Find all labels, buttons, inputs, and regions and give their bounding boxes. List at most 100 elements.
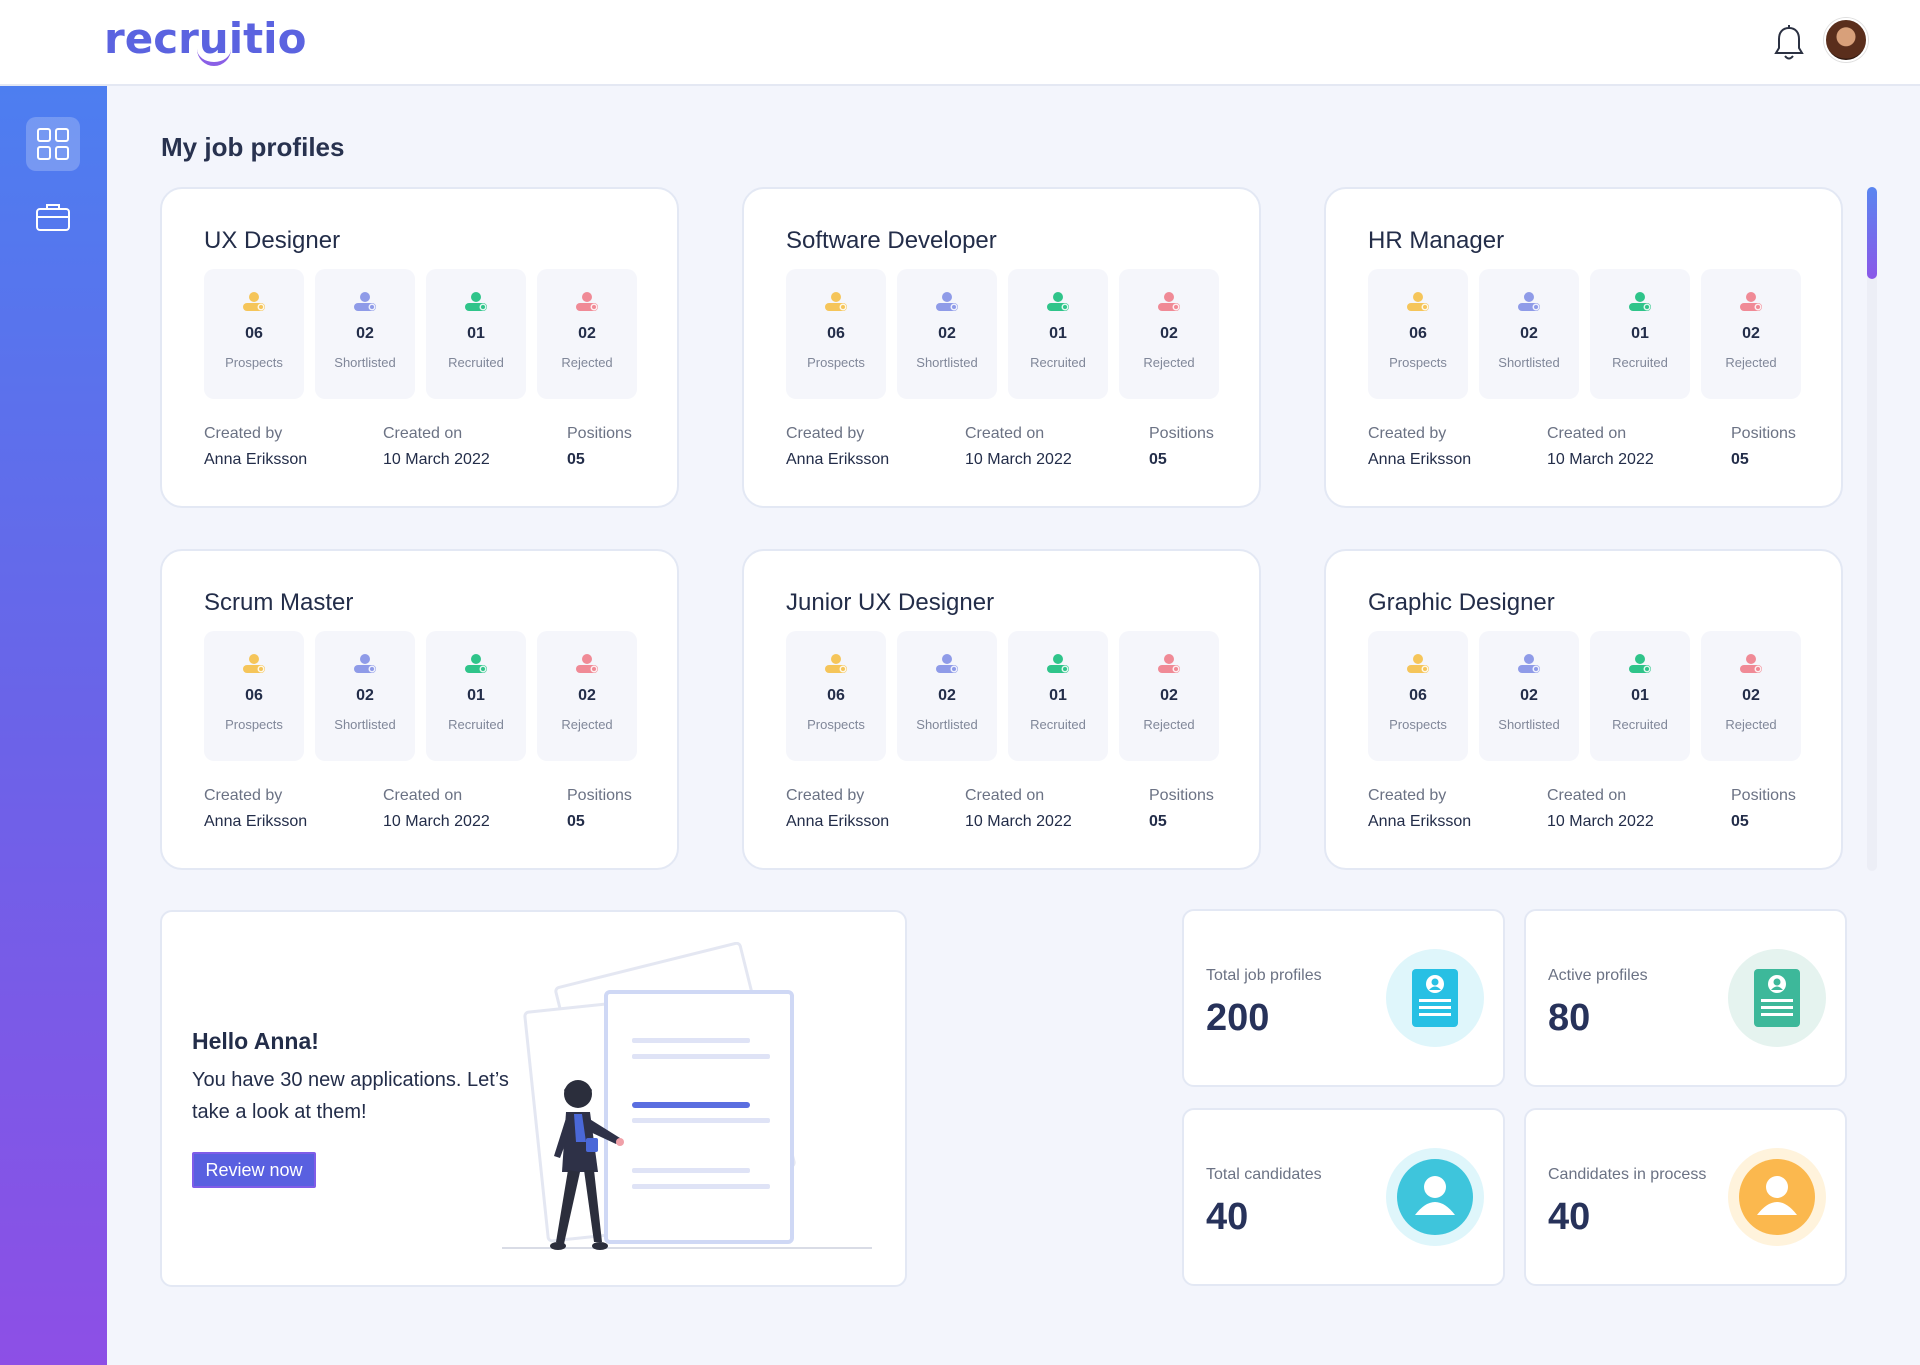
- kpi-card[interactable]: Total job profiles 200: [1182, 909, 1505, 1087]
- stat-rejected[interactable]: 02 Rejected: [1119, 631, 1219, 761]
- stat-prospects[interactable]: 06 Prospects: [1368, 269, 1468, 399]
- scrollbar-thumb[interactable]: [1867, 187, 1877, 279]
- stat-prospects[interactable]: 06 Prospects: [1368, 631, 1468, 761]
- candidate-process-icon: [1728, 1148, 1826, 1246]
- stat-label: Prospects: [1389, 355, 1447, 370]
- stat-label: Shortlisted: [916, 355, 978, 370]
- stat-value: 02: [938, 325, 956, 342]
- stat-label: Prospects: [807, 717, 865, 732]
- stat-rejected[interactable]: 02 Rejected: [537, 269, 637, 399]
- job-title[interactable]: UX Designer: [204, 227, 341, 254]
- stat-label: Shortlisted: [1498, 717, 1560, 732]
- stat-label: Recruited: [448, 355, 504, 370]
- job-card[interactable]: UX Designer 06 Prospects 02 Shortlisted 01 Rec…: [160, 187, 679, 508]
- positions-label: Positions: [1731, 425, 1796, 442]
- created-by-label: Created by: [786, 425, 865, 442]
- sidebar: [0, 86, 107, 1365]
- job-title[interactable]: Junior UX Designer: [786, 589, 995, 616]
- stat-label: Rejected: [561, 355, 613, 370]
- stat-label: Rejected: [1725, 355, 1777, 370]
- kpi-label: Active profiles: [1548, 967, 1648, 984]
- stat-recruited[interactable]: 01 Recruited: [1008, 631, 1108, 761]
- stat-recruited[interactable]: 01 Recruited: [1008, 269, 1108, 399]
- document-review-illustration: [502, 941, 902, 1277]
- kpi-card[interactable]: Candidates in process 40: [1524, 1108, 1847, 1286]
- job-stats: 06 Prospects 02 Shortlisted 01 Recruited 02 Rej…: [786, 269, 1219, 399]
- stat-recruited[interactable]: 01 Recruited: [426, 631, 526, 761]
- job-title[interactable]: Software Developer: [786, 227, 997, 254]
- stat-shortlisted[interactable]: 02 Shortlisted: [897, 631, 997, 761]
- stat-recruited[interactable]: 01 Recruited: [426, 269, 526, 399]
- job-stats: 06 Prospects 02 Shortlisted 01 Recruited 02 Rej…: [1368, 269, 1801, 399]
- stat-rejected[interactable]: 02 Rejected: [537, 631, 637, 761]
- stat-value: 01: [1631, 687, 1649, 704]
- positions-value: 05: [1149, 813, 1167, 830]
- stat-label: Rejected: [1725, 717, 1777, 732]
- stat-shortlisted[interactable]: 02 Shortlisted: [1479, 631, 1579, 761]
- stat-value: 01: [1631, 325, 1649, 342]
- briefcase-icon[interactable]: [26, 190, 80, 244]
- stat-prospects[interactable]: 06 Prospects: [786, 269, 886, 399]
- stat-value: 02: [1160, 687, 1178, 704]
- positions-value: 05: [1149, 451, 1167, 468]
- stat-label: Prospects: [225, 717, 283, 732]
- stat-value: 02: [1742, 325, 1760, 342]
- stat-prospects[interactable]: 06 Prospects: [204, 269, 304, 399]
- stat-rejected[interactable]: 02 Rejected: [1701, 269, 1801, 399]
- stat-rejected[interactable]: 02 Rejected: [1701, 631, 1801, 761]
- stat-recruited[interactable]: 01 Recruited: [1590, 631, 1690, 761]
- positions-label: Positions: [1149, 787, 1214, 804]
- review-now-button[interactable]: Review now: [192, 1152, 316, 1188]
- stat-value: 02: [578, 325, 596, 342]
- created-by-label: Created by: [204, 425, 283, 442]
- created-on-label: Created on: [1547, 425, 1627, 442]
- stat-recruited[interactable]: 01 Recruited: [1590, 269, 1690, 399]
- created-by-value: Anna Eriksson: [204, 813, 308, 830]
- created-by-label: Created by: [1368, 425, 1447, 442]
- stat-shortlisted[interactable]: 02 Shortlisted: [315, 631, 415, 761]
- stat-value: 02: [578, 687, 596, 704]
- user-avatar[interactable]: [1824, 18, 1868, 62]
- stat-shortlisted[interactable]: 02 Shortlisted: [315, 269, 415, 399]
- kpi-card[interactable]: Total candidates 40: [1182, 1108, 1505, 1286]
- notification-bell-icon[interactable]: [1772, 24, 1806, 62]
- job-card[interactable]: Scrum Master 06 Prospects 02 Shortlisted 01 Re…: [160, 549, 679, 870]
- stat-label: Shortlisted: [1498, 355, 1560, 370]
- created-by-value: Anna Eriksson: [1368, 451, 1472, 468]
- stat-shortlisted[interactable]: 02 Shortlisted: [1479, 269, 1579, 399]
- kpi-value: 40: [1548, 1196, 1591, 1238]
- kpi-value: 200: [1206, 997, 1270, 1039]
- created-on-value: 10 March 2022: [1547, 813, 1654, 830]
- stat-prospects[interactable]: 06 Prospects: [786, 631, 886, 761]
- created-by-label: Created by: [786, 787, 865, 804]
- created-by-value: Anna Eriksson: [786, 813, 890, 830]
- job-title[interactable]: HR Manager: [1368, 227, 1505, 254]
- positions-label: Positions: [1731, 787, 1796, 804]
- stat-prospects[interactable]: 06 Prospects: [204, 631, 304, 761]
- stat-rejected[interactable]: 02 Rejected: [1119, 269, 1219, 399]
- scrollbar[interactable]: [1867, 187, 1877, 871]
- kpi-card[interactable]: Active profiles 80: [1524, 909, 1847, 1087]
- stat-value: 06: [245, 687, 263, 704]
- job-card[interactable]: Graphic Designer 06 Prospects 02 Shortlisted…: [1324, 549, 1843, 870]
- created-on-value: 10 March 2022: [965, 813, 1072, 830]
- stat-label: Prospects: [1389, 717, 1447, 732]
- created-on-label: Created on: [383, 787, 463, 804]
- dashboard-grid-icon[interactable]: [26, 117, 80, 171]
- stat-value: 06: [827, 687, 845, 704]
- stat-label: Shortlisted: [916, 717, 978, 732]
- stat-shortlisted[interactable]: 02 Shortlisted: [897, 269, 997, 399]
- job-card[interactable]: Software Developer 06 Prospects 02 Shortlist…: [742, 187, 1261, 508]
- job-title[interactable]: Scrum Master: [204, 589, 354, 616]
- job-title[interactable]: Graphic Designer: [1368, 589, 1555, 616]
- stat-value: 02: [356, 687, 374, 704]
- job-profile-icon: [1386, 949, 1484, 1047]
- job-card[interactable]: Junior UX Designer 06 Prospects 02 Shortlist…: [742, 549, 1261, 870]
- welcome-title: Hello Anna!: [192, 1028, 319, 1054]
- stat-value: 02: [1160, 325, 1178, 342]
- kpi-label: Total candidates: [1206, 1166, 1322, 1183]
- created-on-value: 10 March 2022: [383, 451, 490, 468]
- job-card[interactable]: HR Manager 06 Prospects 02 Shortlisted 01 Recr…: [1324, 187, 1843, 508]
- welcome-card: Hello Anna! You have 30 new applications…: [160, 910, 907, 1287]
- stat-value: 01: [467, 325, 485, 342]
